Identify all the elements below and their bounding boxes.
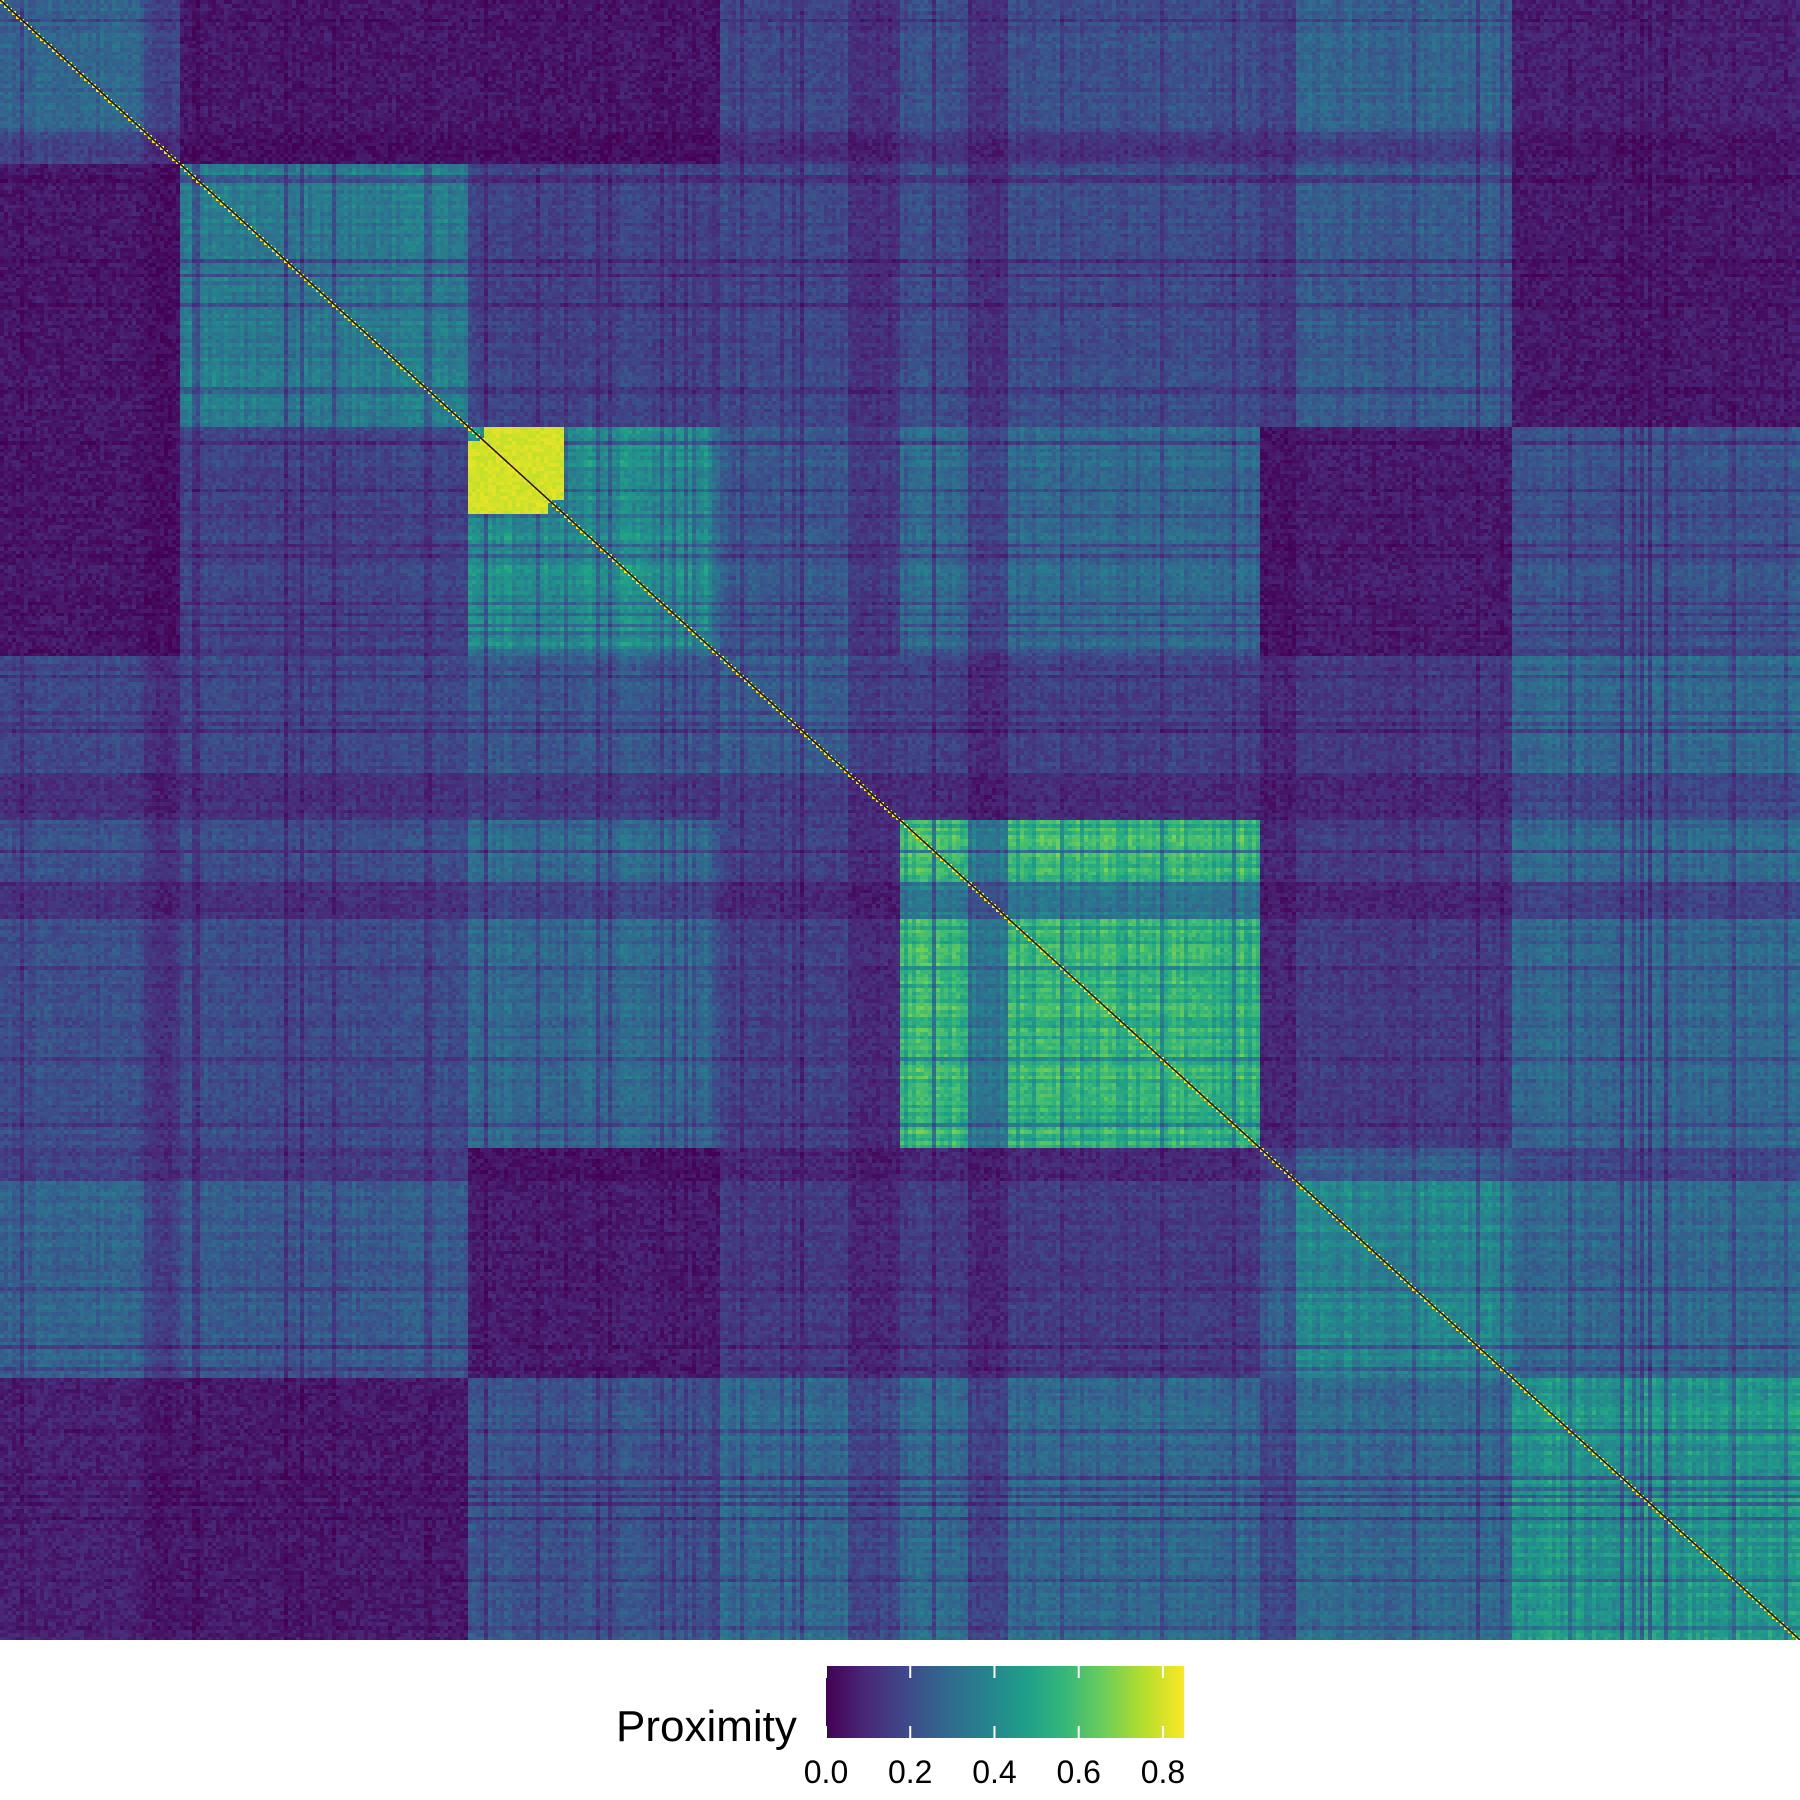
colorbar-gradient (826, 1666, 1184, 1738)
colorbar-tick-label: 0.0 (803, 1754, 849, 1790)
colorbar-tick-label: 0.2 (887, 1754, 933, 1790)
colorbar-tick-label: 0.4 (972, 1754, 1017, 1790)
proximity-heatmap (0, 0, 1800, 1640)
colorbar-tick-label: 0.8 (1140, 1754, 1186, 1790)
legend-title: Proximity (616, 1702, 797, 1751)
colorbar-tick-label: 0.6 (1056, 1754, 1101, 1790)
colorbar (826, 1666, 1184, 1738)
